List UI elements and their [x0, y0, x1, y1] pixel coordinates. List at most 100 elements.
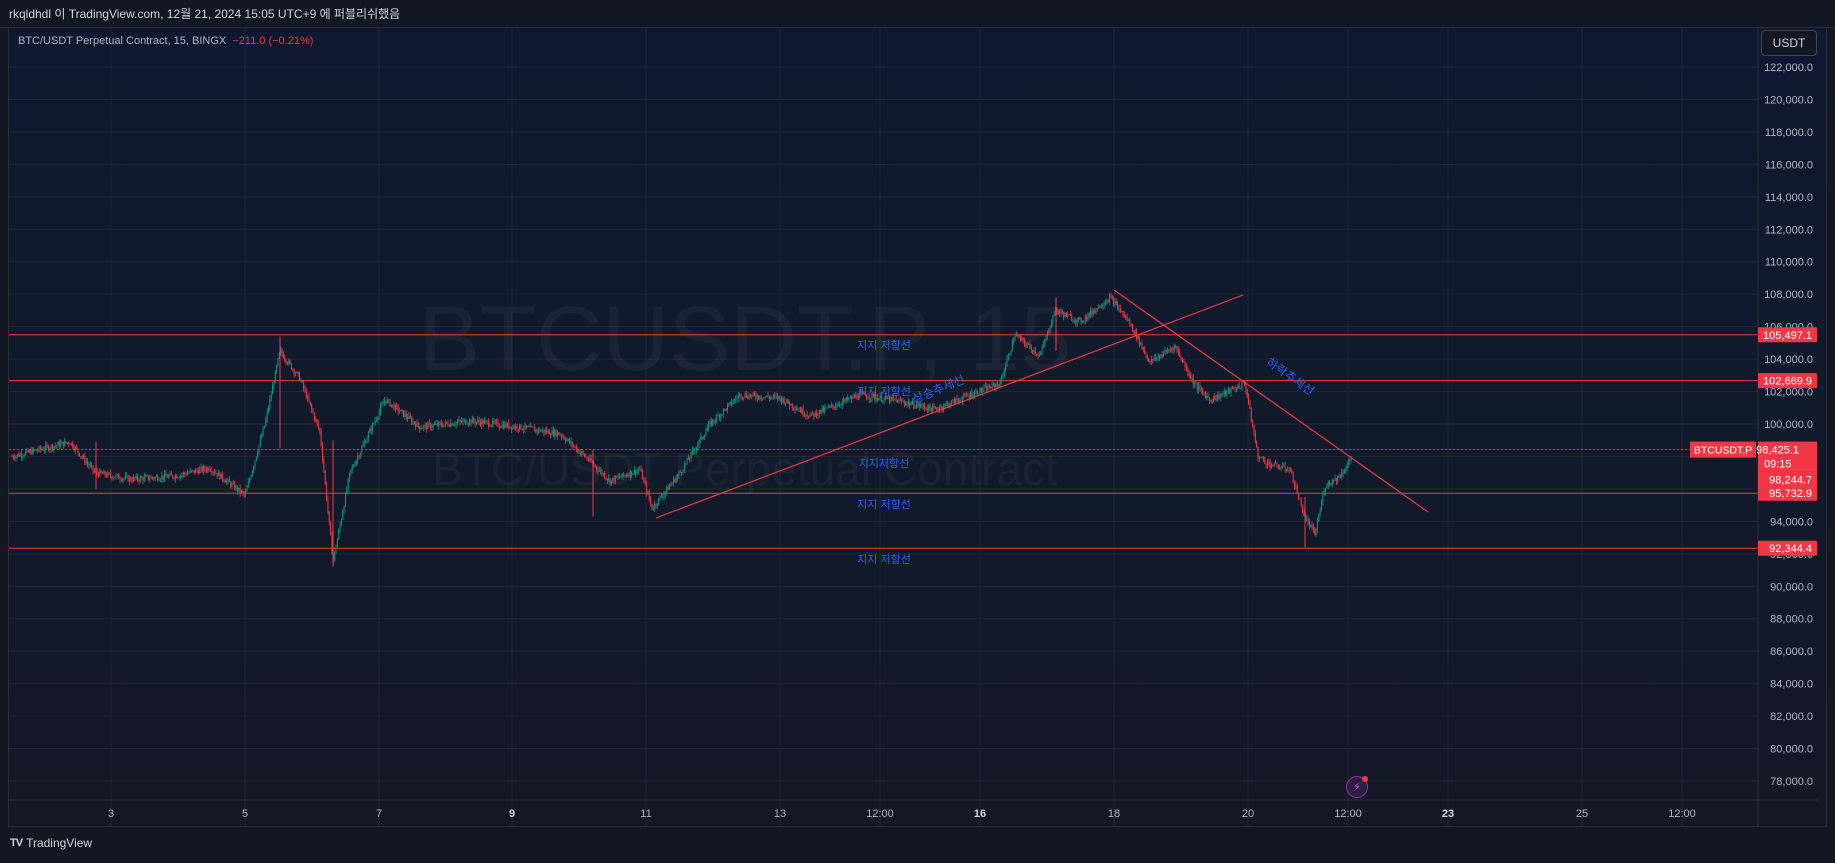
- downtrend-line[interactable]: [1113, 289, 1429, 513]
- candle-body: [457, 421, 458, 423]
- uptrend-line[interactable]: [655, 294, 1244, 519]
- candle-body: [280, 349, 282, 353]
- candle-body: [413, 421, 415, 424]
- candle-body: [166, 476, 168, 478]
- candle-body: [1242, 382, 1244, 384]
- candle-body: [689, 458, 691, 460]
- candle-body: [68, 442, 70, 444]
- candle-body: [31, 448, 33, 455]
- currency-button[interactable]: USDT: [1761, 30, 1817, 56]
- candle-body: [253, 466, 255, 471]
- symbol-legend[interactable]: BTC/USDT Perpetual Contract, 15, BINGX −2…: [18, 35, 313, 47]
- candle-body: [197, 470, 199, 474]
- candle-body: [157, 476, 159, 481]
- candle-body: [1254, 433, 1256, 442]
- support-label-2[interactable]: 지지 저항선: [857, 385, 911, 398]
- candle-body: [818, 409, 820, 415]
- current-price-text: 98,425.1: [1756, 445, 1799, 457]
- candle-body: [70, 442, 72, 445]
- symbol-title[interactable]: BTC/USDT Perpetual Contract, 15, BINGX: [18, 35, 227, 47]
- candle-body: [990, 388, 992, 389]
- candle-body: [1325, 487, 1327, 493]
- candle-body: [1051, 323, 1052, 328]
- candle-body: [1033, 350, 1035, 353]
- candle-body: [517, 429, 519, 431]
- candle-body: [957, 399, 959, 401]
- candle-body: [937, 409, 939, 411]
- time-tick-label: 18: [1108, 808, 1120, 820]
- candle-body: [178, 477, 180, 479]
- candle-body: [520, 424, 522, 430]
- candle-body: [650, 499, 652, 504]
- candle-body: [952, 399, 954, 401]
- candle-body: [585, 456, 587, 458]
- support-label-4[interactable]: 지지 저항선: [857, 498, 911, 511]
- candle-body: [825, 407, 827, 409]
- candle-body: [515, 425, 517, 429]
- candle-body: [1044, 341, 1046, 345]
- candle-body: [228, 479, 230, 483]
- candle-body: [987, 386, 989, 391]
- candle-body: [747, 397, 749, 399]
- candle-body: [496, 421, 498, 423]
- candle-body: [1207, 396, 1209, 398]
- candle-body: [288, 360, 290, 364]
- chart-pane[interactable]: [8, 27, 1827, 827]
- tradingview-logo-icon: TV: [10, 837, 23, 849]
- candle-body: [806, 414, 808, 417]
- candle-body: [143, 476, 145, 481]
- candle-body: [1233, 388, 1235, 390]
- candle-body: [1024, 339, 1025, 344]
- price-axis[interactable]: 122,000.0 120,000.0 118,000.0 116,000.0 114,…: [1757, 28, 1813, 826]
- candle-body: [609, 478, 611, 484]
- candle-body: [953, 399, 955, 404]
- support-label-1[interactable]: 지지 저항선: [857, 339, 911, 352]
- candle-body: [1103, 303, 1105, 307]
- candle-body: [20, 454, 22, 457]
- candle-body: [797, 409, 799, 410]
- candle-body: [664, 491, 666, 494]
- candle-body: [1246, 390, 1248, 397]
- support-label-5[interactable]: 지지 저항선: [857, 553, 911, 566]
- candle-body: [39, 446, 41, 450]
- candle-body: [1198, 385, 1200, 390]
- candle-body: [1256, 441, 1258, 447]
- candle-body: [1118, 308, 1120, 310]
- candle-body: [758, 395, 760, 399]
- alert-lightning-icon[interactable]: ⚡: [1346, 776, 1368, 798]
- candle-body: [619, 476, 620, 478]
- candle-body: [1298, 493, 1300, 499]
- candle-body: [64, 441, 66, 447]
- level-tag-1: [1758, 327, 1817, 343]
- candle-body: [906, 403, 908, 405]
- candle-body: [1315, 529, 1317, 536]
- candle-body: [1127, 319, 1129, 321]
- candle-body: [1277, 466, 1279, 469]
- candle-body: [1252, 420, 1254, 426]
- candle-body: [1140, 342, 1142, 345]
- candle-body: [1059, 312, 1061, 314]
- candle-body: [782, 398, 784, 402]
- candle-body: [859, 392, 861, 399]
- candle-body: [1184, 361, 1186, 368]
- candle-body: [787, 399, 789, 404]
- candle-body: [829, 406, 831, 407]
- candle-body: [1285, 469, 1287, 471]
- candle-body: [963, 394, 965, 398]
- candle-body: [868, 398, 870, 400]
- candle-body: [901, 399, 903, 402]
- candle-body: [727, 405, 728, 411]
- candle-body: [798, 409, 800, 411]
- price-tick-label: 116,000.0: [1765, 159, 1813, 171]
- candle-body: [220, 473, 222, 479]
- candle-body: [205, 469, 207, 471]
- candle-body: [1258, 457, 1260, 460]
- support-label-3[interactable]: 지지저항선: [859, 457, 910, 470]
- candle-body: [1052, 315, 1054, 324]
- candle-body: [52, 445, 53, 450]
- candle-body: [874, 395, 876, 400]
- candle-body: [1292, 472, 1294, 483]
- tradingview-logo[interactable]: TV TradingView: [10, 836, 92, 850]
- time-axis[interactable]: 3 5 7 9 11 13 12:00 16 18 20 12:00 23 25 12:00: [9, 799, 1818, 820]
